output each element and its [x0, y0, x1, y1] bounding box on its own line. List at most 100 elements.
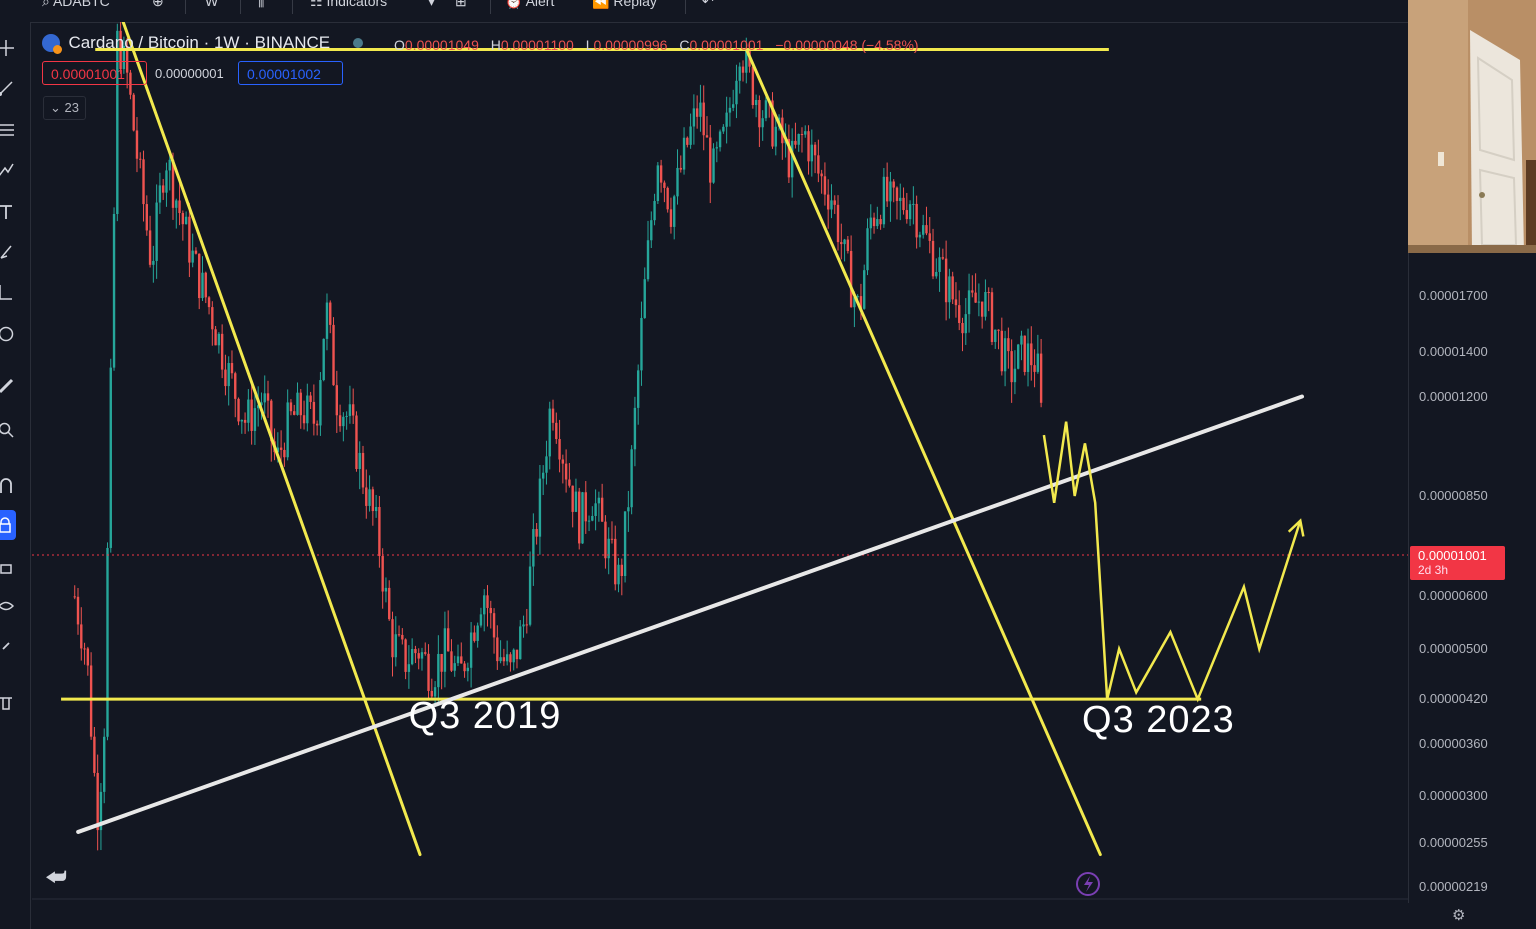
- undo-icon[interactable]: ↶: [702, 0, 714, 9]
- annotation-text[interactable]: Q3 2023: [1082, 699, 1235, 741]
- candle-body: [211, 307, 214, 330]
- alert-button[interactable]: ⏰ Alert: [505, 0, 554, 10]
- zoom-icon[interactable]: [0, 422, 14, 438]
- candle-body: [804, 131, 807, 135]
- trend-line-icon[interactable]: [0, 80, 14, 96]
- candle-body: [420, 652, 424, 659]
- candle-body: [751, 66, 755, 106]
- annotation-text[interactable]: Q3 2019: [409, 695, 562, 737]
- drawing-toolbar: [0, 22, 31, 929]
- candle-body: [925, 225, 928, 234]
- candlestick-series: [73, 22, 1043, 851]
- candle-body: [194, 250, 198, 254]
- candle-body: [846, 239, 850, 251]
- cardano-logo: [42, 34, 62, 54]
- candle-body: [578, 491, 581, 544]
- candle-body: [650, 220, 653, 241]
- interval-button[interactable]: W: [205, 0, 219, 9]
- eye-icon[interactable]: [0, 598, 14, 614]
- time-axis[interactable]: 20182019202020212022202320242025: [32, 898, 1408, 902]
- fib-retracement-icon[interactable]: [0, 122, 14, 138]
- alert-label: Alert: [525, 0, 555, 9]
- emoji-icon[interactable]: [0, 326, 14, 342]
- replay-label: Replay: [613, 0, 657, 9]
- price-tick-label: 0.00000850: [1419, 487, 1488, 503]
- candle-body: [928, 233, 931, 241]
- ruler-icon[interactable]: [0, 378, 14, 394]
- measure-icon[interactable]: [0, 284, 14, 300]
- candle-body: [502, 657, 506, 662]
- trash-icon[interactable]: [0, 694, 14, 710]
- indicators-collapse-button[interactable]: ⌄ 23: [43, 96, 86, 120]
- candle-body: [184, 216, 188, 225]
- candle-body: [594, 503, 597, 516]
- candle-body: [676, 167, 679, 197]
- indicator-templates-icon[interactable]: ▾: [428, 0, 436, 9]
- candle-body: [643, 279, 646, 318]
- buy-button[interactable]: 0.00001002: [238, 61, 343, 85]
- candle-body: [967, 290, 971, 315]
- candle-body: [997, 329, 1000, 331]
- brush-icon[interactable]: [0, 244, 14, 260]
- candle-body: [974, 292, 977, 303]
- candle-body: [139, 158, 142, 160]
- candle-body: [374, 507, 378, 512]
- symbol-search[interactable]: ⌕ ADABTC: [42, 0, 110, 10]
- projection-path-drawing[interactable]: [1042, 421, 1302, 703]
- candle-body: [872, 217, 876, 227]
- candle-body: [1013, 368, 1017, 383]
- low-value: 0.00000996: [593, 37, 668, 53]
- drawings-layer: Q3 2019 Q3 2023: [61, 22, 1305, 857]
- trend-line-drawing[interactable]: [76, 394, 1305, 834]
- market-status-dot[interactable]: [352, 38, 363, 48]
- candle-body: [234, 373, 237, 399]
- candle-body: [640, 317, 643, 371]
- crosshair-icon[interactable]: [0, 40, 14, 56]
- candle-body: [633, 407, 637, 450]
- candle-body: [607, 538, 610, 559]
- replay-button[interactable]: ⏪ Replay: [592, 0, 657, 10]
- candle-body: [299, 392, 302, 416]
- trend-line-drawing[interactable]: [744, 47, 1102, 857]
- link-icon[interactable]: [0, 638, 14, 654]
- candle-body: [129, 72, 132, 95]
- price-tick-label: 0.00000500: [1419, 640, 1488, 656]
- candle-body: [479, 614, 483, 626]
- text-tool-icon[interactable]: [0, 204, 14, 220]
- candle-body: [797, 134, 800, 145]
- candle-body: [987, 292, 990, 294]
- settings-icon[interactable]: ⚙: [1452, 907, 1466, 924]
- candle-body: [181, 213, 185, 225]
- candle-body: [620, 564, 624, 577]
- pattern-icon[interactable]: [0, 162, 14, 178]
- candle-body: [902, 197, 905, 211]
- compare-add-icon[interactable]: ⊕: [152, 0, 164, 9]
- price-chart[interactable]: Q3 2019 Q3 2023 2018201920202021202220232…: [32, 22, 1408, 902]
- candle-body: [604, 521, 607, 559]
- flash-icon[interactable]: [1076, 872, 1100, 896]
- candle-body: [545, 456, 548, 473]
- candle-body: [171, 159, 175, 208]
- candle-body: [332, 324, 335, 386]
- candle-body: [335, 385, 339, 416]
- indicators-button[interactable]: ☷ Indicators: [310, 0, 387, 10]
- trend-line-drawing[interactable]: [121, 22, 422, 857]
- price-tick-label: 0.00001400: [1419, 344, 1488, 360]
- candle-body: [204, 272, 207, 298]
- sell-button[interactable]: 0.00001001: [42, 61, 147, 85]
- chart-type-icon[interactable]: ⫼: [258, 0, 265, 9]
- candle-body: [279, 447, 283, 450]
- layout-grid-icon[interactable]: ⊞: [455, 0, 467, 9]
- symbol-info[interactable]: Cardano / Bitcoin · 1W · BINANCE: [42, 33, 363, 54]
- candle-body: [125, 45, 129, 73]
- lock-all-icon[interactable]: [0, 558, 14, 574]
- candle-body: [918, 234, 922, 238]
- candle-body: [800, 134, 804, 136]
- candle-body: [201, 272, 204, 299]
- candle-body: [935, 271, 938, 277]
- high-value: 0.00001100: [500, 37, 574, 53]
- magnet-icon[interactable]: [0, 478, 14, 494]
- lock-drawings-button[interactable]: [0, 510, 16, 540]
- candle-body: [289, 402, 293, 412]
- candle-body: [994, 329, 997, 342]
